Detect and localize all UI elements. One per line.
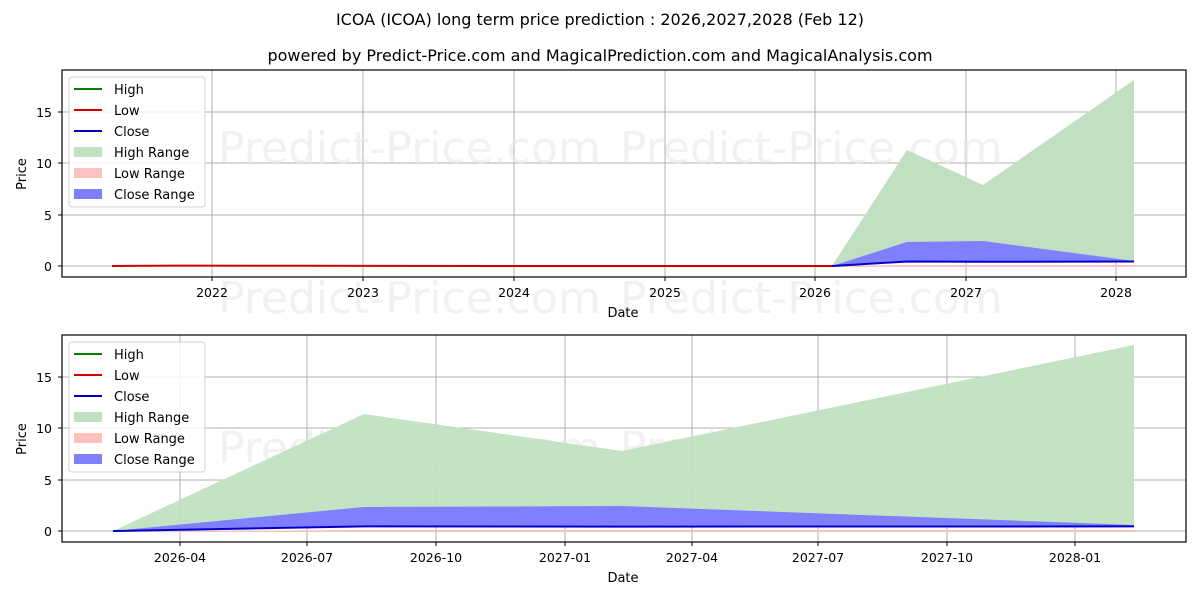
watermark: Predict-Price.com	[218, 123, 601, 174]
legend-close-range-label: Close Range	[114, 453, 195, 468]
high-range-area	[113, 345, 1134, 531]
bottom-ytick-label: 10	[36, 421, 52, 436]
bottom-legend: High Low Close High Range Low Range Clos…	[68, 341, 206, 473]
close-line	[831, 260, 1135, 267]
legend-low-label: Low	[114, 369, 140, 384]
legend-high-range-label: High Range	[114, 411, 189, 426]
low-range-area	[113, 530, 1134, 532]
top-x-ticks	[211, 277, 1117, 281]
legend-low-range-swatch	[74, 433, 102, 443]
bottom-chart: Predict-Price.com Predict-Price.com 0 5 …	[15, 334, 1187, 586]
watermark: Predict-Price.com	[620, 123, 1003, 174]
bottom-xtick-label: 2026-04	[154, 550, 206, 565]
top-xtick-label: 2024	[498, 285, 530, 300]
top-chart: Predict-Price.com Predict-Price.com Pred…	[15, 69, 1187, 324]
top-xtick-label: 2025	[649, 285, 681, 300]
legend-high-label: High	[114, 83, 144, 98]
top-axes-frame	[61, 69, 1187, 278]
bottom-ytick-label: 5	[44, 473, 52, 488]
top-x-axis-label: Date	[607, 306, 638, 321]
bottom-xtick-label: 2028-01	[1049, 550, 1101, 565]
legend-high-range-swatch	[74, 147, 102, 157]
bottom-xtick-label: 2026-07	[281, 550, 333, 565]
high-range-area	[832, 80, 1134, 266]
low-range-area	[832, 265, 1134, 267]
watermark: Predict-Price.com	[620, 273, 1003, 324]
bottom-xtick-label: 2027-01	[539, 550, 591, 565]
close-range-area	[832, 241, 1134, 266]
legend-low-range-swatch	[74, 168, 102, 178]
legend-close-range-label: Close Range	[114, 188, 195, 203]
top-y-ticks	[58, 111, 62, 267]
legend-close-range-swatch	[74, 189, 102, 199]
close-range-area	[113, 506, 1134, 531]
chart-subtitle: powered by Predict-Price.com and Magical…	[267, 46, 933, 65]
bottom-x-axis-label: Date	[607, 571, 638, 586]
bottom-y-axis-label: Price	[15, 423, 30, 455]
legend-high-range-label: High Range	[114, 146, 189, 161]
bottom-xtick-label: 2027-04	[666, 550, 718, 565]
chart-title: ICOA (ICOA) long term price prediction :…	[335, 10, 865, 29]
legend-close-label: Close	[114, 390, 149, 405]
bottom-xtick-label: 2027-07	[792, 550, 844, 565]
top-y-axis-label: Price	[15, 158, 30, 190]
top-ytick-label: 5	[44, 208, 52, 223]
legend-close-range-swatch	[74, 454, 102, 464]
top-xtick-label: 2027	[950, 285, 982, 300]
legend-close-label: Close	[114, 125, 149, 140]
bottom-y-ticks	[58, 376, 62, 532]
top-xtick-label: 2022	[196, 285, 228, 300]
top-ytick-label: 10	[36, 156, 52, 171]
bottom-ytick-label: 0	[44, 524, 52, 539]
top-xtick-label: 2028	[1100, 285, 1132, 300]
bottom-axes-frame	[61, 334, 1187, 543]
bottom-ytick-label: 15	[36, 370, 52, 385]
top-xtick-label: 2026	[799, 285, 831, 300]
watermark: Predict-Price.com	[218, 273, 601, 324]
top-ytick-label: 15	[36, 105, 52, 120]
bottom-x-ticks	[179, 542, 1076, 546]
legend-high-range-swatch	[74, 412, 102, 422]
top-xtick-label: 2023	[347, 285, 379, 300]
legend-low-label: Low	[114, 104, 140, 119]
top-ytick-label: 0	[44, 259, 52, 274]
legend-high-label: High	[114, 348, 144, 363]
bottom-xtick-label: 2027-10	[921, 550, 973, 565]
legend-low-range-label: Low Range	[114, 432, 185, 447]
top-legend: High Low Close High Range Low Range Clos…	[68, 76, 206, 208]
bottom-xtick-label: 2026-10	[410, 550, 462, 565]
legend-low-range-label: Low Range	[114, 167, 185, 182]
close-line	[112, 525, 1135, 532]
